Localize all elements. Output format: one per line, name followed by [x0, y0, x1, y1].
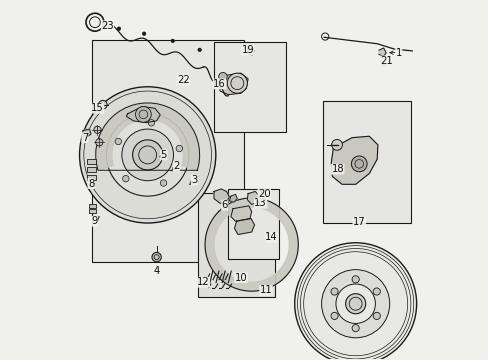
Text: 10: 10: [234, 273, 247, 283]
Polygon shape: [330, 136, 377, 184]
Circle shape: [321, 270, 389, 338]
Bar: [228, 189, 278, 259]
Polygon shape: [230, 206, 251, 221]
Text: 3: 3: [191, 175, 197, 185]
Circle shape: [152, 252, 161, 262]
Text: 17: 17: [352, 217, 365, 227]
Circle shape: [122, 175, 129, 182]
Circle shape: [135, 107, 151, 122]
Bar: [323, 101, 410, 223]
Polygon shape: [218, 198, 298, 278]
Circle shape: [122, 129, 173, 181]
Circle shape: [227, 73, 247, 93]
Polygon shape: [214, 189, 229, 203]
Text: 8: 8: [88, 179, 94, 189]
Text: 2: 2: [173, 161, 179, 171]
Circle shape: [171, 39, 174, 42]
Text: 6: 6: [221, 200, 227, 210]
Text: 22: 22: [177, 75, 189, 85]
Text: 19: 19: [241, 45, 254, 55]
Circle shape: [94, 126, 101, 134]
Text: 7: 7: [81, 133, 88, 143]
Circle shape: [96, 139, 102, 146]
Circle shape: [351, 324, 359, 332]
Circle shape: [148, 120, 154, 126]
Text: 16: 16: [213, 79, 225, 89]
Polygon shape: [247, 192, 259, 204]
Text: 20: 20: [257, 189, 270, 199]
Text: 5: 5: [160, 150, 167, 160]
Circle shape: [372, 288, 380, 295]
Text: 18: 18: [331, 164, 344, 174]
Circle shape: [218, 72, 227, 81]
Circle shape: [331, 139, 342, 150]
Polygon shape: [378, 48, 386, 56]
Polygon shape: [82, 129, 91, 137]
Text: 15: 15: [91, 103, 103, 113]
Text: 14: 14: [264, 232, 277, 242]
Polygon shape: [126, 107, 160, 123]
Circle shape: [198, 48, 201, 51]
Polygon shape: [234, 219, 254, 234]
Text: 13: 13: [254, 198, 266, 208]
Bar: [88, 204, 96, 208]
Circle shape: [372, 312, 380, 319]
Circle shape: [106, 114, 188, 196]
Circle shape: [351, 276, 359, 283]
Text: 23: 23: [101, 21, 114, 31]
Circle shape: [330, 288, 337, 295]
Circle shape: [142, 32, 145, 36]
Polygon shape: [229, 194, 237, 202]
Text: 1: 1: [395, 48, 401, 58]
Polygon shape: [96, 103, 199, 170]
Circle shape: [294, 243, 416, 360]
Circle shape: [176, 145, 182, 152]
Circle shape: [160, 180, 166, 186]
Text: 21: 21: [379, 56, 392, 66]
Circle shape: [351, 156, 366, 172]
Circle shape: [99, 100, 107, 109]
Polygon shape: [204, 212, 284, 291]
Bar: [88, 209, 96, 213]
Text: 9: 9: [91, 216, 98, 226]
Circle shape: [80, 87, 215, 223]
Circle shape: [132, 140, 163, 170]
Bar: [198, 193, 274, 297]
Circle shape: [330, 312, 337, 319]
Circle shape: [345, 294, 365, 314]
Circle shape: [115, 138, 122, 145]
Bar: [92, 40, 244, 262]
Bar: [86, 175, 96, 180]
Text: 4: 4: [153, 266, 160, 276]
Bar: [214, 42, 285, 132]
Text: 12: 12: [197, 277, 209, 287]
Circle shape: [335, 284, 375, 323]
Polygon shape: [219, 73, 247, 95]
Bar: [86, 159, 96, 164]
Circle shape: [117, 27, 121, 31]
Text: 11: 11: [259, 285, 272, 296]
Bar: [86, 167, 96, 172]
Polygon shape: [247, 46, 254, 55]
